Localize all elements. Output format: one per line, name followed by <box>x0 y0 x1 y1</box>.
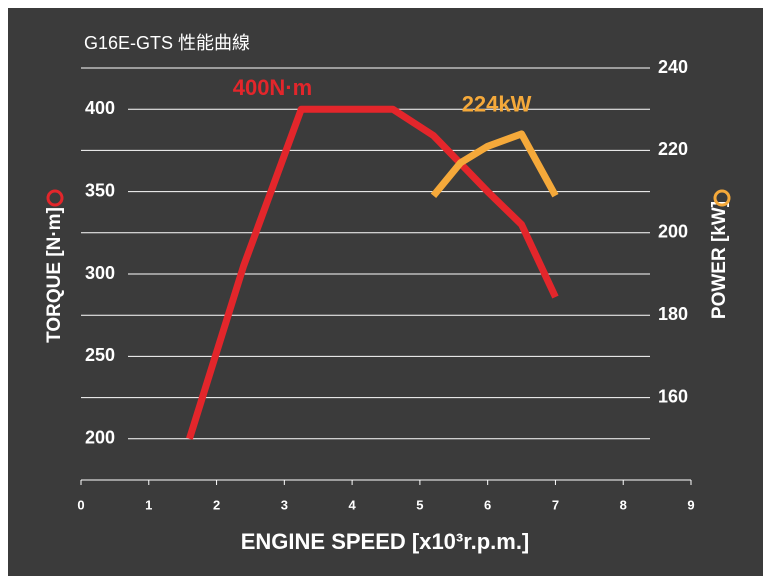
y-tick-label: 200 <box>85 428 115 448</box>
x-tick-label: 0 <box>77 497 84 512</box>
y2-tick-label: 180 <box>658 304 688 324</box>
series-annotation: 400N·m <box>233 75 312 100</box>
y-tick-label: 250 <box>85 345 115 365</box>
legend-ring <box>46 189 64 207</box>
x-tick-label: 3 <box>281 497 288 512</box>
x-tick-label: 1 <box>145 497 152 512</box>
y2-axis-label: POWER [kW] <box>709 201 730 319</box>
x-tick-label: 9 <box>687 497 694 512</box>
legend-ring <box>713 189 731 207</box>
y2-tick-label: 160 <box>658 386 688 406</box>
series-line <box>430 130 559 198</box>
x-tick-label: 8 <box>620 497 627 512</box>
series-line <box>186 105 559 440</box>
x-tick-label: 5 <box>416 497 423 512</box>
y-tick-label: 300 <box>85 263 115 283</box>
y2-tick-label: 220 <box>658 139 688 159</box>
x-tick-label: 4 <box>348 497 356 512</box>
x-tick-label: 7 <box>552 497 559 512</box>
y-axis-label: TORQUE [N·m] <box>44 207 65 343</box>
y-tick-label: 400 <box>85 98 115 118</box>
series-annotation: 224kW <box>462 92 532 117</box>
y2-tick-label: 200 <box>658 222 688 242</box>
y-tick-label: 350 <box>85 180 115 200</box>
chart-title: G16E-GTS 性能曲線 <box>84 33 250 53</box>
x-tick-label: 6 <box>484 497 491 512</box>
x-axis-label: ENGINE SPEED [x10³r.p.m.] <box>241 529 530 554</box>
y2-tick-label: 240 <box>658 57 688 77</box>
background <box>8 8 763 576</box>
x-tick-label: 2 <box>213 497 220 512</box>
